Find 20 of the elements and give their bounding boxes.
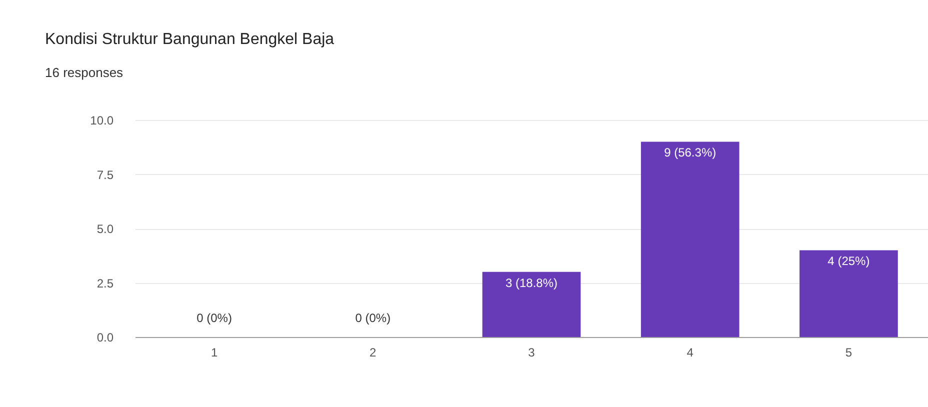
x-tick-label: 3 [528,346,536,360]
bar [482,272,581,337]
x-tick-label: 1 [210,346,218,360]
y-tick-label: 5.0 [96,222,114,236]
data-label: 0 (0%) [196,311,232,325]
bar [800,250,898,337]
y-tick-label: 2.5 [96,276,114,290]
chart-title: Kondisi Struktur Bangunan Bengkel Baja [45,31,334,48]
x-tick-label: 2 [370,346,377,360]
x-tick-label: 5 [845,346,852,360]
y-tick-label: 10.0 [90,114,114,128]
data-label: 4 (25%) [828,254,870,268]
y-tick-label: 0.0 [96,330,114,344]
y-tick-label: 7.5 [96,168,114,182]
bar [640,142,740,337]
data-label: 0 (0%) [355,311,391,325]
chart-subtitle: 16 responses [45,65,124,80]
data-label: 9 (56.3%) [664,146,716,160]
data-label: 3 (18.8%) [505,276,558,290]
x-tick-label: 4 [686,346,694,360]
